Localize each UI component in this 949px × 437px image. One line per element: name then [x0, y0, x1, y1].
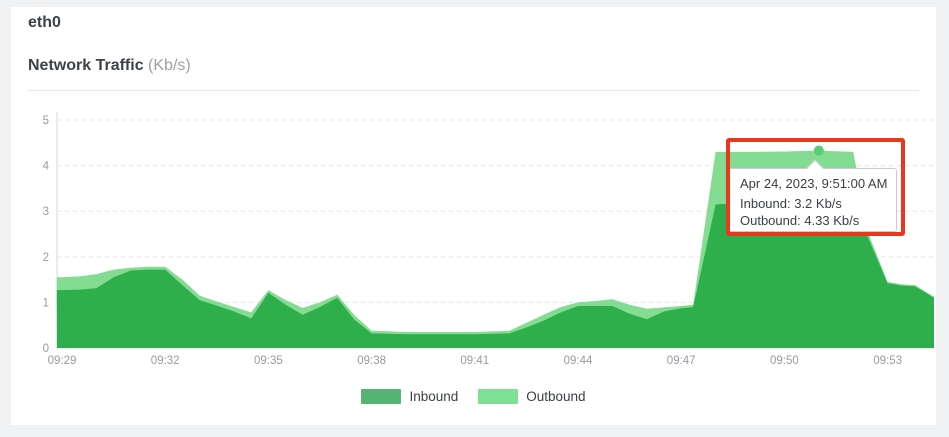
interface-title: eth0	[28, 14, 61, 31]
inbound-swatch-icon	[361, 388, 402, 404]
x-axis-tick: 09:38	[357, 355, 386, 367]
chart-subtitle-label: Network Traffic	[28, 57, 144, 74]
hover-dot-icon	[813, 145, 824, 156]
x-axis-tick: 09:29	[48, 355, 77, 367]
x-axis-tick: 09:35	[254, 355, 283, 367]
x-axis-tick: 09:53	[873, 355, 902, 367]
tooltip-outbound-value: Outbound: 4.33 Kb/s	[740, 213, 860, 228]
y-axis-tick: 0	[43, 343, 49, 355]
legend-item-outbound[interactable]: Outbound	[478, 388, 586, 404]
area-inbound	[56, 202, 935, 348]
divider	[28, 90, 919, 91]
y-axis-tick: 2	[43, 252, 49, 264]
legend-label-outbound: Outbound	[526, 388, 586, 404]
y-axis-tick: 5	[43, 115, 49, 127]
legend-label-inbound: Inbound	[409, 388, 459, 404]
x-axis-tick: 09:47	[667, 355, 696, 367]
y-axis-tick: 1	[43, 297, 49, 309]
x-axis-tick: 09:32	[151, 355, 180, 367]
chart-legend: Inbound Outbound	[11, 387, 936, 405]
y-axis-tick: 3	[43, 206, 49, 218]
chart-subtitle-unit: (Kb/s)	[148, 57, 191, 74]
x-axis-tick: 09:44	[564, 355, 593, 367]
x-axis-tick: 09:41	[460, 355, 489, 367]
x-axis-tick: 09:50	[770, 355, 799, 367]
tooltip-date: Apr 24, 2023, 9:51:00 AM	[740, 176, 888, 191]
y-axis-tick: 4	[43, 161, 50, 173]
chart-tooltip: Apr 24, 2023, 9:51:00 AM Inbound: 3.2 Kb…	[728, 159, 897, 232]
tooltip-inbound-value: Inbound: 3.2 Kb/s	[740, 196, 842, 211]
annotation-red-box	[726, 138, 905, 236]
legend-item-inbound[interactable]: Inbound	[361, 388, 459, 404]
chart-subtitle: Network Traffic (Kb/s)	[28, 57, 191, 75]
outbound-swatch-icon	[478, 388, 519, 404]
